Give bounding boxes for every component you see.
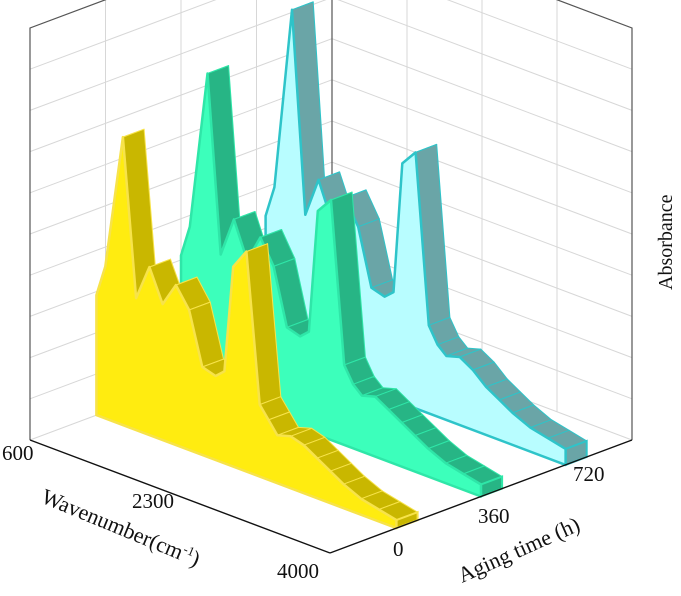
y-axis-line	[329, 439, 633, 554]
y-tick-label: 360	[478, 504, 510, 528]
series-layer	[95, 1, 588, 530]
grid-line	[29, 0, 633, 111]
x-tick-label: 600	[2, 441, 34, 465]
box-edge	[29, 0, 633, 440]
grid-line	[29, 0, 633, 29]
grid-line	[29, 0, 633, 70]
x-axis-line	[29, 439, 331, 554]
y-tick-label: 0	[393, 537, 404, 561]
grid-line	[29, 38, 633, 153]
z-axis-title: Absorbance	[655, 194, 677, 290]
x-tick-label: 4000	[277, 559, 319, 583]
y-tick-label: 720	[573, 462, 605, 486]
x-tick-label: 2300	[132, 489, 174, 513]
series-0	[95, 128, 419, 530]
y-axis-title: Aging time (h)	[454, 512, 584, 588]
ribbon-front-face	[95, 135, 398, 530]
